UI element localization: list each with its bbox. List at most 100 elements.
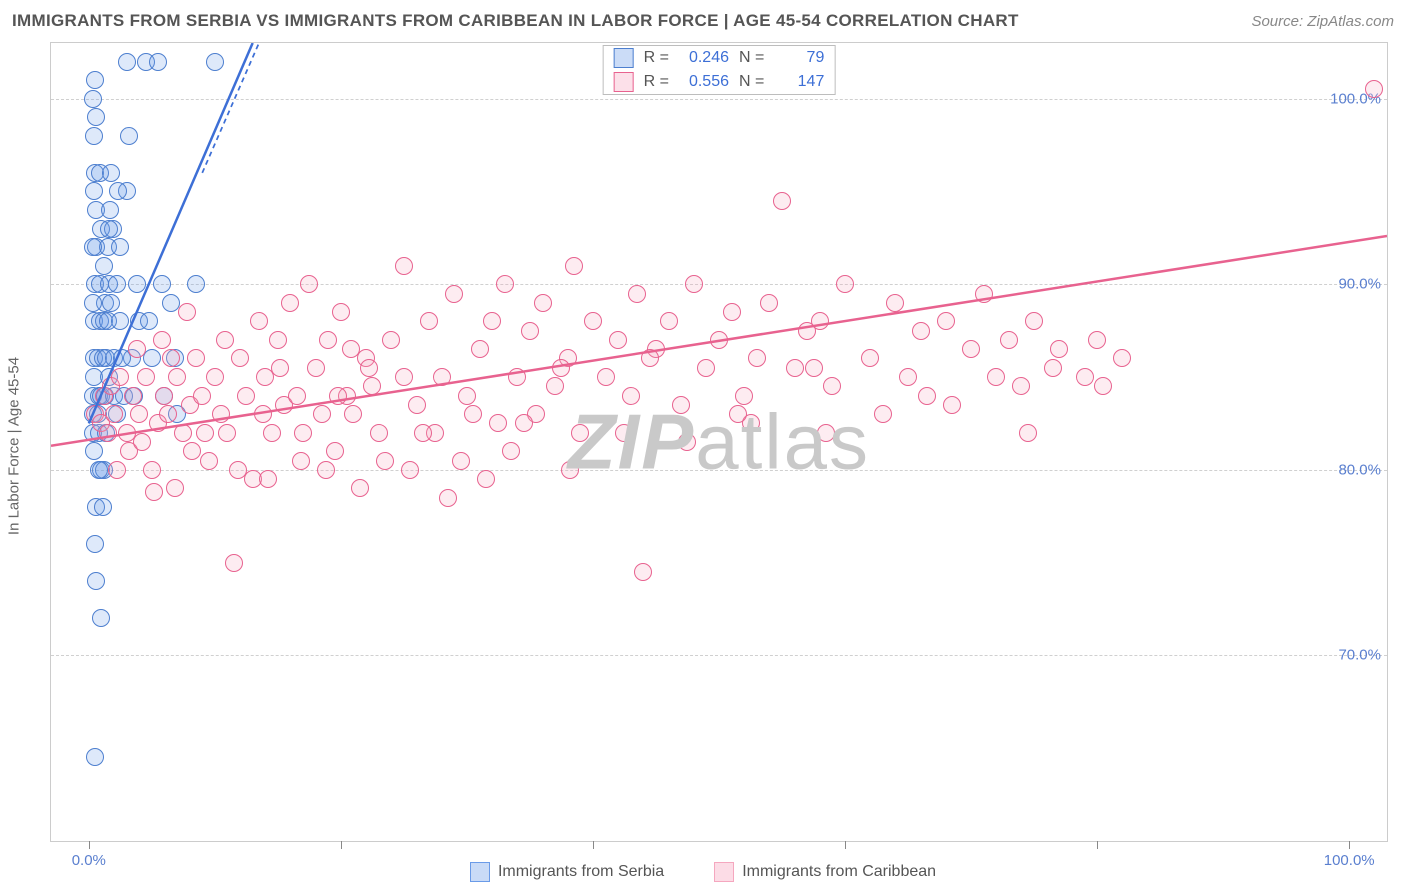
y-tick-label: 70.0% xyxy=(1338,647,1381,664)
data-point xyxy=(130,312,148,330)
data-point xyxy=(102,294,120,312)
data-point xyxy=(237,387,255,405)
data-point xyxy=(84,405,102,423)
data-point xyxy=(244,470,262,488)
data-point xyxy=(231,349,249,367)
data-point xyxy=(89,349,107,367)
data-point xyxy=(256,368,274,386)
grid-line-h xyxy=(51,470,1387,471)
data-point xyxy=(91,312,109,330)
data-point xyxy=(159,405,177,423)
data-point xyxy=(125,387,143,405)
legend-n-value: 147 xyxy=(774,73,824,91)
data-point xyxy=(111,312,129,330)
data-point xyxy=(452,452,470,470)
data-point xyxy=(710,331,728,349)
data-point xyxy=(382,331,400,349)
data-point xyxy=(87,201,105,219)
data-point xyxy=(823,377,841,395)
legend-n-value: 79 xyxy=(774,49,824,67)
data-point xyxy=(748,349,766,367)
data-point xyxy=(225,554,243,572)
data-point xyxy=(86,164,104,182)
data-point xyxy=(101,201,119,219)
legend-n-label: N = xyxy=(739,49,764,67)
data-point xyxy=(250,312,268,330)
data-point xyxy=(155,387,173,405)
data-point xyxy=(174,424,192,442)
data-point xyxy=(773,192,791,210)
data-point xyxy=(87,238,105,256)
data-point xyxy=(1088,331,1106,349)
data-point xyxy=(729,405,747,423)
data-point xyxy=(102,164,120,182)
data-point xyxy=(118,424,136,442)
data-point xyxy=(641,349,659,367)
data-point xyxy=(254,405,272,423)
data-point xyxy=(326,442,344,460)
data-point xyxy=(408,396,426,414)
data-point xyxy=(92,387,110,405)
data-point xyxy=(120,127,138,145)
data-point xyxy=(275,396,293,414)
data-point xyxy=(628,285,646,303)
data-point xyxy=(168,368,186,386)
data-point xyxy=(360,359,378,377)
legend-row-caribbean: R = 0.556 N = 147 xyxy=(604,70,835,94)
data-point xyxy=(805,359,823,377)
x-tick-mark xyxy=(341,841,342,849)
data-point xyxy=(1000,331,1018,349)
grid-line-h xyxy=(51,284,1387,285)
y-tick-label: 90.0% xyxy=(1338,276,1381,293)
data-point xyxy=(166,349,184,367)
data-point xyxy=(105,349,123,367)
data-point xyxy=(113,349,131,367)
data-point xyxy=(212,405,230,423)
data-point xyxy=(1094,377,1112,395)
data-point xyxy=(527,405,545,423)
data-point xyxy=(886,294,904,312)
grid-line-h xyxy=(51,655,1387,656)
series-legend: Immigrants from SerbiaImmigrants from Ca… xyxy=(0,862,1406,882)
data-point xyxy=(609,331,627,349)
data-point xyxy=(477,470,495,488)
data-point xyxy=(420,312,438,330)
data-point xyxy=(149,414,167,432)
data-point xyxy=(104,220,122,238)
data-point xyxy=(975,285,993,303)
data-point xyxy=(102,377,120,395)
data-point xyxy=(363,377,381,395)
source-label: Source: ZipAtlas.com xyxy=(1251,13,1394,30)
legend-row-serbia: R = 0.246 N = 79 xyxy=(604,46,835,70)
data-point xyxy=(395,257,413,275)
data-point xyxy=(351,479,369,497)
x-tick-mark xyxy=(845,841,846,849)
data-point xyxy=(647,340,665,358)
data-point xyxy=(1050,340,1068,358)
data-point xyxy=(90,424,108,442)
data-point xyxy=(565,257,583,275)
data-point xyxy=(137,368,155,386)
data-point xyxy=(111,368,129,386)
x-tick-mark xyxy=(1349,841,1350,849)
data-point xyxy=(937,312,955,330)
data-point xyxy=(118,53,136,71)
data-point xyxy=(162,294,180,312)
data-point xyxy=(153,331,171,349)
data-point xyxy=(84,424,102,442)
data-point xyxy=(546,377,564,395)
data-point xyxy=(1076,368,1094,386)
data-point xyxy=(120,442,138,460)
y-tick-label: 100.0% xyxy=(1330,90,1381,107)
data-point xyxy=(166,479,184,497)
data-point xyxy=(344,405,362,423)
data-point xyxy=(92,414,110,432)
data-point xyxy=(874,405,892,423)
swatch-icon xyxy=(614,48,634,68)
data-point xyxy=(483,312,501,330)
x-tick-mark xyxy=(89,841,90,849)
legend-label: Immigrants from Caribbean xyxy=(742,863,936,881)
data-point xyxy=(817,424,835,442)
data-point xyxy=(515,414,533,432)
data-point xyxy=(187,349,205,367)
